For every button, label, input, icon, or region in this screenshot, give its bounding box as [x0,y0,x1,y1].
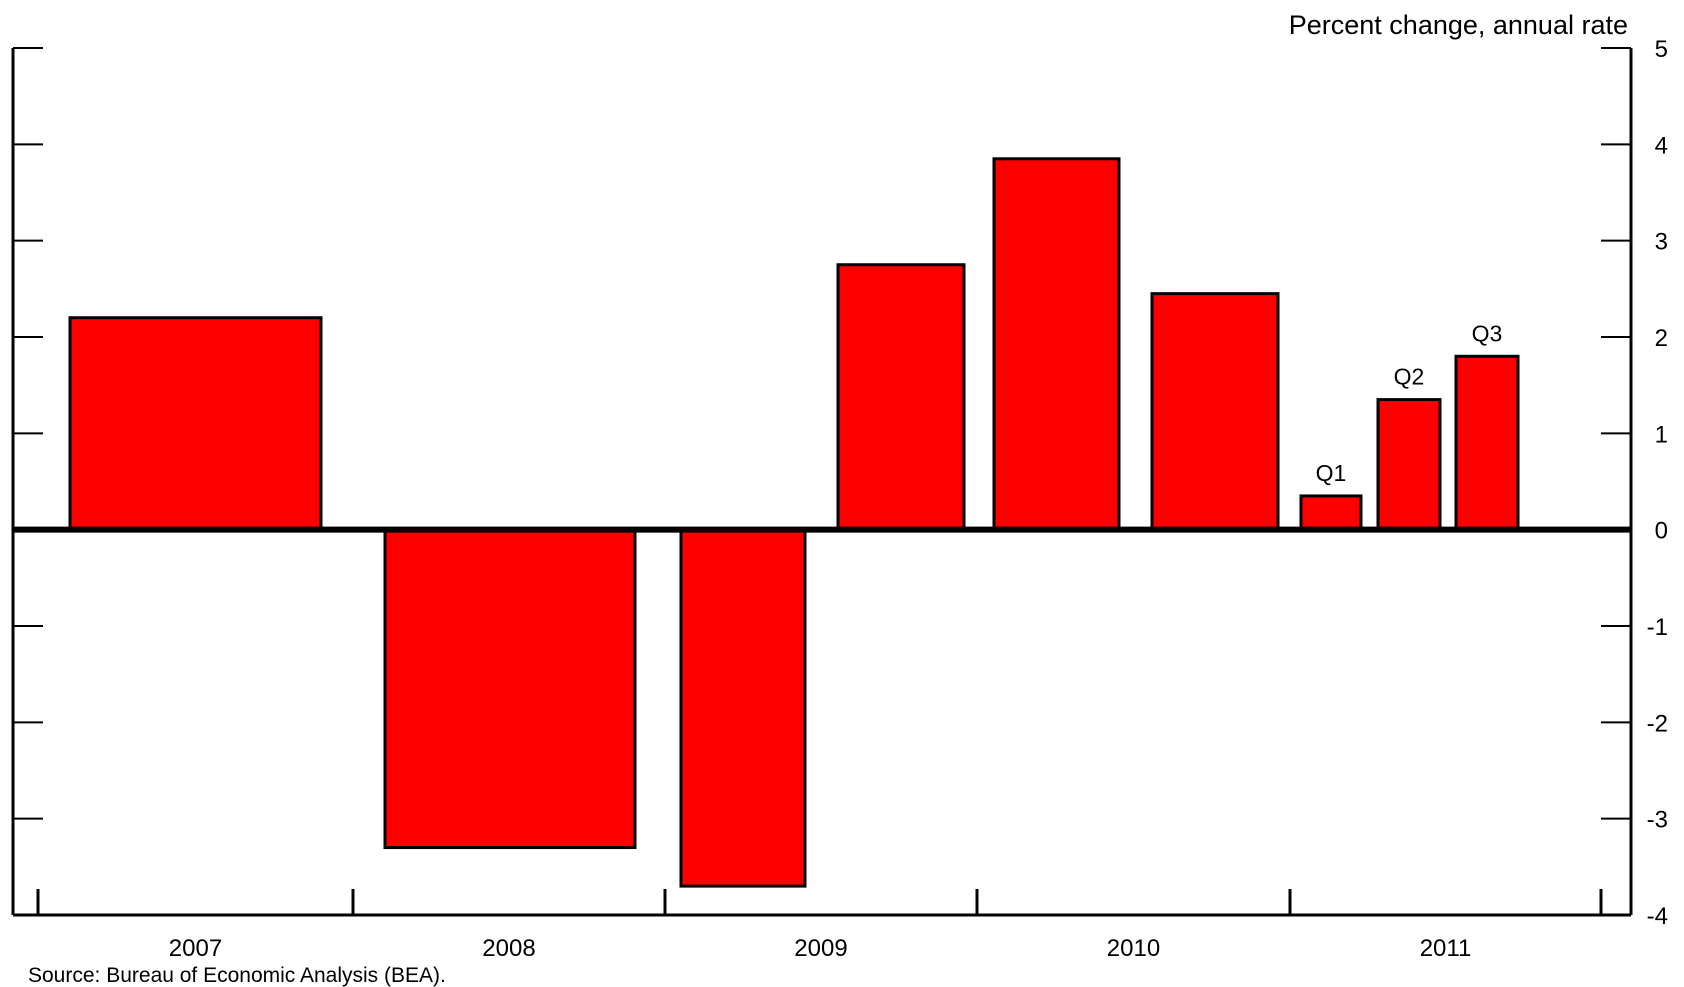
quarter-label: Q1 [1316,460,1347,486]
y-tick-label: 3 [1655,229,1668,256]
quarter-label: Q2 [1394,364,1425,390]
bar [383,528,637,850]
bars-group [68,157,1520,888]
bar [1150,292,1280,532]
chart-frame [11,48,1633,917]
x-tick-label: 2009 [794,935,847,962]
quarter-label: Q3 [1472,320,1503,346]
bar [679,528,807,888]
y-tick-label: 5 [1655,36,1668,63]
y-tick-label: -4 [1647,903,1668,930]
bar [1376,398,1442,532]
source-note: Source: Bureau of Economic Analysis (BEA… [28,964,446,987]
bar [992,157,1121,532]
y-tick-label: -3 [1647,807,1668,834]
y-axis-ticks: 5 4 3 2 1 0 -1 -2 -3 -4 [13,36,1668,930]
x-axis-ticks: 2007 2008 2009 2010 2011 [36,889,1603,962]
bar [836,263,966,532]
bar [68,316,323,532]
bar [1299,494,1363,532]
labels-group: Q1 Q2 Q3 [1316,320,1503,486]
y-axis-label: Percent change, annual rate [1289,10,1628,40]
y-tick-label: 1 [1655,421,1668,448]
x-tick-label: 2011 [1420,935,1472,962]
x-tick-label: 2010 [1107,935,1160,962]
y-tick-label: -1 [1647,614,1668,641]
y-tick-label: 0 [1655,518,1668,545]
y-tick-label: 2 [1655,325,1668,352]
bar [1454,354,1520,532]
x-tick-label: 2007 [169,935,222,962]
y-tick-label: -2 [1647,710,1668,737]
x-tick-label: 2008 [482,935,535,962]
y-tick-label: 4 [1655,132,1668,159]
